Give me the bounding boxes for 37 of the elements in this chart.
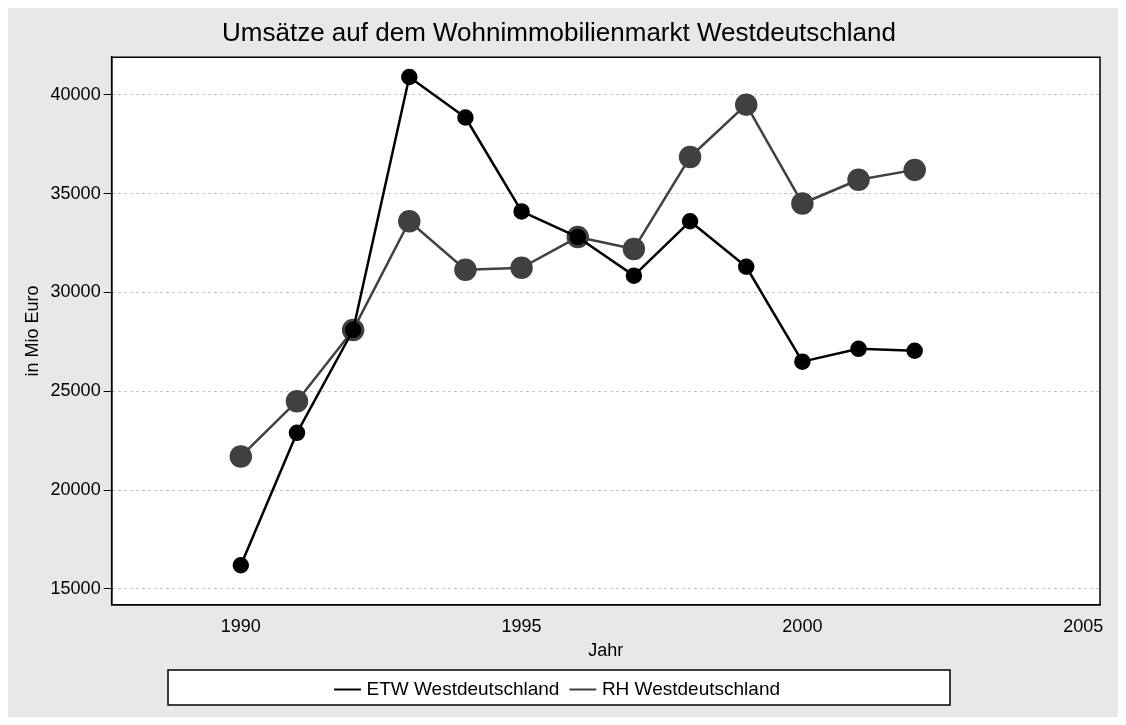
y-tick-label: 35000 — [50, 182, 101, 203]
point — [398, 210, 421, 233]
point — [285, 389, 309, 413]
point — [513, 203, 530, 220]
point — [906, 342, 923, 360]
point — [903, 158, 926, 182]
x-tick-label: 1995 — [501, 615, 542, 636]
point — [622, 237, 646, 261]
point — [401, 68, 418, 86]
y-tick-label: 20000 — [50, 479, 101, 500]
x-axis-title: Jahr — [588, 640, 624, 661]
x-tick-label: 2005 — [1063, 615, 1104, 636]
y-tick-label: 30000 — [50, 281, 101, 302]
point — [681, 213, 699, 230]
point — [850, 340, 867, 358]
x-tick-label: 2000 — [782, 615, 823, 636]
point — [625, 267, 643, 284]
point — [457, 109, 474, 126]
point — [229, 445, 253, 468]
point — [454, 258, 477, 281]
y-tick-label: 15000 — [50, 577, 101, 598]
point — [734, 93, 758, 116]
legend-label: RH Westdeutschland — [601, 677, 781, 699]
point — [232, 557, 250, 574]
x-tick-label: 1990 — [220, 615, 261, 636]
point — [737, 258, 755, 275]
point — [678, 145, 702, 169]
point — [847, 168, 870, 192]
point — [794, 353, 811, 370]
y-tick-label: 25000 — [50, 380, 101, 401]
y-axis-title: in Mio Euro — [21, 285, 42, 377]
point — [791, 192, 814, 215]
chart-title: Umsätze auf dem Wohnimmobilienmarkt Westdeutschland — [222, 16, 896, 47]
point — [510, 256, 533, 279]
point — [288, 424, 306, 442]
y-tick-label: 40000 — [50, 83, 101, 104]
legend-label: ETW Westdeutschland — [366, 677, 560, 699]
